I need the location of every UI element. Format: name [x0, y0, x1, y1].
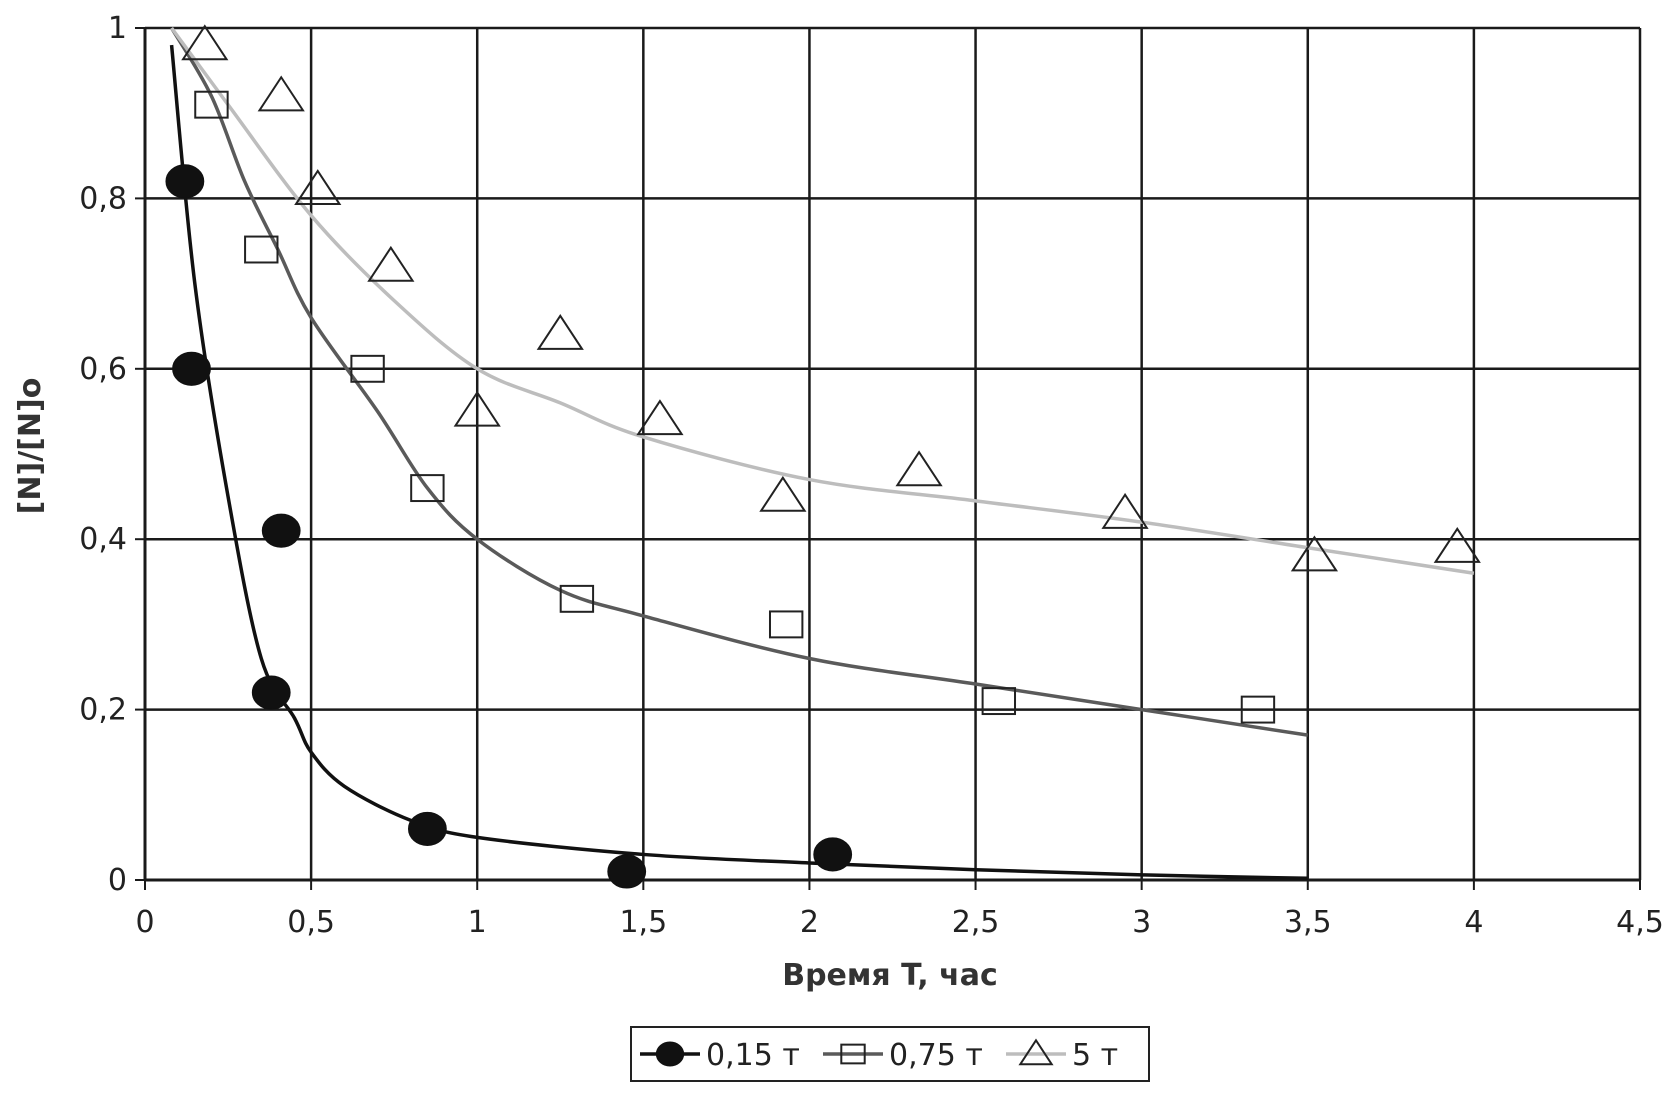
data-point-1 — [608, 855, 646, 888]
data-point-3 — [897, 452, 940, 485]
x-axis-title: Время T, час — [782, 958, 998, 993]
trend-lines — [172, 28, 1474, 878]
data-point-2 — [770, 611, 802, 637]
x-tick-label: 1,5 — [619, 905, 667, 940]
x-tick-label: 1 — [468, 905, 487, 940]
legend-label: 5 т — [1072, 1038, 1118, 1073]
legend-entry-2: 0,75 т — [823, 1038, 983, 1073]
x-tick-label: 2,5 — [952, 905, 1000, 940]
data-point-3 — [761, 478, 804, 511]
legend-entry-1: 0,15 т — [640, 1038, 800, 1073]
legend-marker — [656, 1042, 683, 1066]
data-point-1 — [252, 676, 290, 709]
x-tick-label: 3,5 — [1284, 905, 1332, 940]
data-point-3 — [638, 401, 681, 434]
axes — [135, 28, 1640, 890]
y-axis-title: [N]/[N]o — [13, 378, 48, 515]
x-tick-label: 3 — [1132, 905, 1151, 940]
tick-labels: 0 0,5 1 1,5 2 2,5 3 3,5 4 4,5 0 0,2 0,4 0,6 0,8 1 — [79, 11, 1664, 940]
legend-entry-3: 5 т — [1006, 1038, 1118, 1073]
trend-line-2 — [172, 28, 1308, 735]
data-point-3 — [539, 316, 582, 349]
y-tick-label: 1 — [108, 11, 127, 46]
data-point-3 — [259, 77, 302, 110]
y-tick-label: 0,2 — [79, 693, 127, 728]
data-point-3 — [1293, 537, 1336, 570]
data-points — [166, 26, 1479, 888]
x-tick-label: 0 — [135, 905, 154, 940]
data-point-1 — [262, 514, 300, 547]
legend: 0,15 т 0,75 т 5 т — [630, 1026, 1150, 1082]
legend-label: 0,15 т — [706, 1038, 800, 1073]
legend-svg: 0,15 т 0,75 т 5 т — [632, 1028, 1148, 1080]
y-tick-label: 0,6 — [79, 352, 127, 387]
data-point-1 — [814, 838, 852, 871]
x-tick-label: 2 — [800, 905, 819, 940]
y-tick-label: 0,8 — [79, 181, 127, 216]
y-tick-label: 0 — [108, 863, 127, 898]
data-point-3 — [1436, 529, 1479, 562]
x-tick-label: 4,5 — [1616, 905, 1664, 940]
data-point-1 — [166, 165, 204, 198]
x-tick-label: 0,5 — [287, 905, 335, 940]
trend-line-1 — [172, 45, 1308, 878]
legend-label: 0,75 т — [889, 1038, 983, 1073]
y-tick-label: 0,4 — [79, 522, 127, 557]
data-point-1 — [408, 812, 446, 845]
x-tick-label: 4 — [1464, 905, 1483, 940]
data-point-1 — [173, 352, 211, 385]
gridlines — [145, 28, 1640, 880]
data-point-3 — [369, 248, 412, 281]
trend-line-3 — [172, 28, 1474, 573]
legend-entries: 0,15 т 0,75 т 5 т — [640, 1038, 1118, 1073]
